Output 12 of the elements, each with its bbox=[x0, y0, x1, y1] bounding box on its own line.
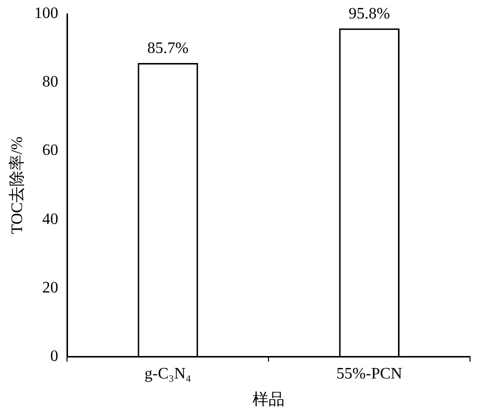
y-tick-label: 60 bbox=[42, 142, 58, 160]
x-tick-label: g-C₃N₄ bbox=[144, 365, 192, 382]
y-tick-label: 80 bbox=[42, 74, 58, 91]
y-axis-title: TOC去除率/% bbox=[8, 136, 26, 234]
data-label: 95.8% bbox=[348, 6, 390, 23]
y-tick-label: 100 bbox=[34, 5, 58, 22]
x-axis-title: 样品 bbox=[252, 390, 285, 409]
y-tick-label: 40 bbox=[42, 210, 58, 228]
data-label: 85.7% bbox=[147, 40, 189, 58]
y-tick-label: 20 bbox=[42, 279, 58, 296]
x-tick-label: 55%-PCN bbox=[336, 365, 403, 382]
y-tick-label: 0 bbox=[50, 348, 58, 365]
